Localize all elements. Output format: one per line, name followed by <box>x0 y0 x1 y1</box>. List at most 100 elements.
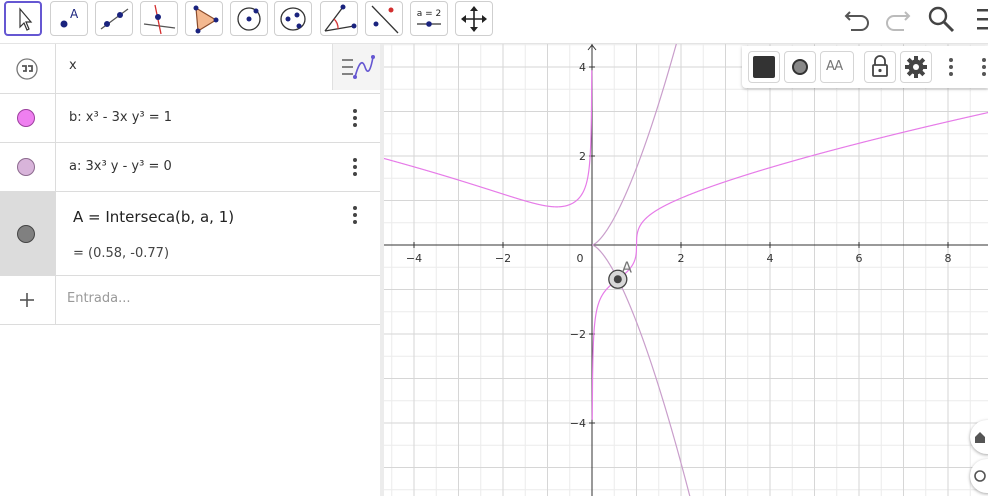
x-tick-label: 6 <box>856 252 863 265</box>
main-menu-button[interactable] <box>974 3 988 37</box>
reflect-icon <box>371 5 399 34</box>
move-tool[interactable] <box>4 1 42 36</box>
algebra-input-header: x <box>69 58 77 73</box>
point-style-icon <box>792 59 808 75</box>
undo-icon <box>844 11 869 31</box>
graphics-view[interactable]: −4 −2 0 2 4 6 8 4 2 −2 −4 A <box>384 44 988 496</box>
polygon-icon <box>193 5 219 34</box>
ellipse-tool[interactable] <box>274 1 312 36</box>
perpendicular-line-tool[interactable] <box>140 1 178 36</box>
color-button[interactable] <box>748 51 780 83</box>
circle-center-icon <box>237 7 261 31</box>
x-tick-label: 8 <box>945 252 952 265</box>
x-tick-label: 2 <box>678 252 685 265</box>
point-style-button[interactable] <box>784 51 816 83</box>
visibility-marble-b[interactable] <box>17 109 35 127</box>
algebra-row-b[interactable]: b: x³ - 3x y³ = 1 <box>0 94 380 143</box>
object-a-definition: a: 3x³ y - y³ = 0 <box>69 159 172 174</box>
point-icon: A <box>60 7 79 28</box>
y-tick-labels: 4 2 −2 −4 <box>570 61 595 430</box>
y-tick-label: −2 <box>570 328 586 341</box>
redo-button[interactable] <box>882 3 912 37</box>
lock-icon <box>872 55 888 77</box>
angle-tool[interactable] <box>320 1 358 36</box>
cursor-icon <box>19 7 33 31</box>
style-bar-more-button[interactable] <box>946 56 956 78</box>
home-icon <box>975 432 985 443</box>
ellipse-icon <box>280 7 306 31</box>
graphics-style-bar: AA <box>742 46 988 88</box>
algebra-input-field[interactable]: Entrada... <box>67 291 131 306</box>
point-A-marker <box>613 275 622 284</box>
algebra-menu-toggle[interactable] <box>332 44 381 90</box>
visibility-marble-a[interactable] <box>17 158 35 176</box>
undo-button[interactable] <box>843 3 873 37</box>
algebra-row-a-marble-col <box>0 143 56 191</box>
line-tool[interactable] <box>95 1 133 36</box>
quote-icon <box>16 58 38 80</box>
x-tick-label: 4 <box>767 252 774 265</box>
algebra-view: x b: x³ - 3x y³ = 1 a: 3x³ y - y³ = 0 A … <box>0 44 381 496</box>
x-tick-label: 0 <box>577 252 584 265</box>
algebra-header-row: x <box>0 44 381 94</box>
svg-text:a = 2: a = 2 <box>417 9 442 19</box>
header-marble-col <box>0 44 56 93</box>
move-graphics-view-tool[interactable] <box>455 1 493 36</box>
zoom-icon <box>974 470 986 482</box>
algebra-row-A-marble-col <box>0 192 56 275</box>
object-A-value: = (0.58, -0.77) <box>73 246 170 261</box>
object-b-definition: b: x³ - 3x y³ = 1 <box>69 110 173 125</box>
label-style-button[interactable]: AA <box>820 51 854 83</box>
slider-tool[interactable]: a = 2 <box>410 1 448 36</box>
algebra-row-a[interactable]: a: 3x³ y - y³ = 0 <box>0 143 380 192</box>
object-A-definition: A = Interseca(b, a, 1) <box>73 208 235 226</box>
point-A[interactable]: A <box>608 258 633 289</box>
svg-text:A: A <box>70 7 79 21</box>
search-button[interactable] <box>926 3 956 37</box>
reflect-tool[interactable] <box>365 1 403 36</box>
graphics-side-button-home[interactable] <box>970 420 988 454</box>
algebra-style-icon <box>342 55 375 79</box>
point-tool[interactable]: A <box>50 1 88 36</box>
curve-b[interactable] <box>384 70 988 420</box>
point-A-label: A <box>622 258 633 276</box>
graphics-side-button-zoom[interactable] <box>970 459 988 493</box>
angle-icon <box>324 4 357 32</box>
perpendicular-line-icon <box>143 4 176 35</box>
more-options-A-button[interactable] <box>348 205 362 225</box>
graphics-canvas[interactable]: −4 −2 0 2 4 6 8 4 2 −2 −4 A <box>384 44 988 496</box>
x-tick-label: −4 <box>406 252 422 265</box>
algebra-row-A[interactable]: A = Interseca(b, a, 1) = (0.58, -0.77) <box>0 192 380 276</box>
style-bar-toggle-button[interactable] <box>978 56 988 78</box>
polygon-tool[interactable] <box>185 1 223 36</box>
settings-button[interactable] <box>900 51 932 83</box>
algebra-input-marble-col <box>0 276 56 324</box>
slider-icon: a = 2 <box>417 9 442 27</box>
visibility-marble-A[interactable] <box>17 225 35 243</box>
view-splitter[interactable] <box>380 44 384 496</box>
move-arrows-icon <box>461 6 487 32</box>
more-options-a-button[interactable] <box>348 157 362 177</box>
plus-icon <box>20 293 34 307</box>
color-swatch-icon <box>753 56 775 78</box>
curve-a[interactable] <box>591 44 691 496</box>
x-tick-label: −2 <box>495 252 511 265</box>
more-options-b-button[interactable] <box>348 108 362 128</box>
y-tick-label: 4 <box>579 61 586 74</box>
toolbar: A a = 2 <box>0 0 988 44</box>
y-tick-label: 2 <box>579 150 586 163</box>
y-tick-label: −4 <box>570 417 586 430</box>
circle-tool[interactable] <box>230 1 268 36</box>
algebra-row-b-marble-col <box>0 94 56 142</box>
x-tick-labels: −4 −2 0 2 4 6 8 <box>406 242 952 265</box>
redo-icon <box>886 11 911 31</box>
algebra-input-row[interactable]: Entrada... <box>0 276 380 325</box>
line-icon <box>100 8 129 30</box>
hamburger-icon <box>977 9 988 30</box>
major-grid <box>384 44 988 496</box>
y-axis-arrow <box>587 44 597 51</box>
fix-object-button[interactable] <box>864 51 896 83</box>
label-style-icon: AA <box>826 59 843 74</box>
gear-icon <box>905 56 927 78</box>
search-icon <box>928 6 955 33</box>
